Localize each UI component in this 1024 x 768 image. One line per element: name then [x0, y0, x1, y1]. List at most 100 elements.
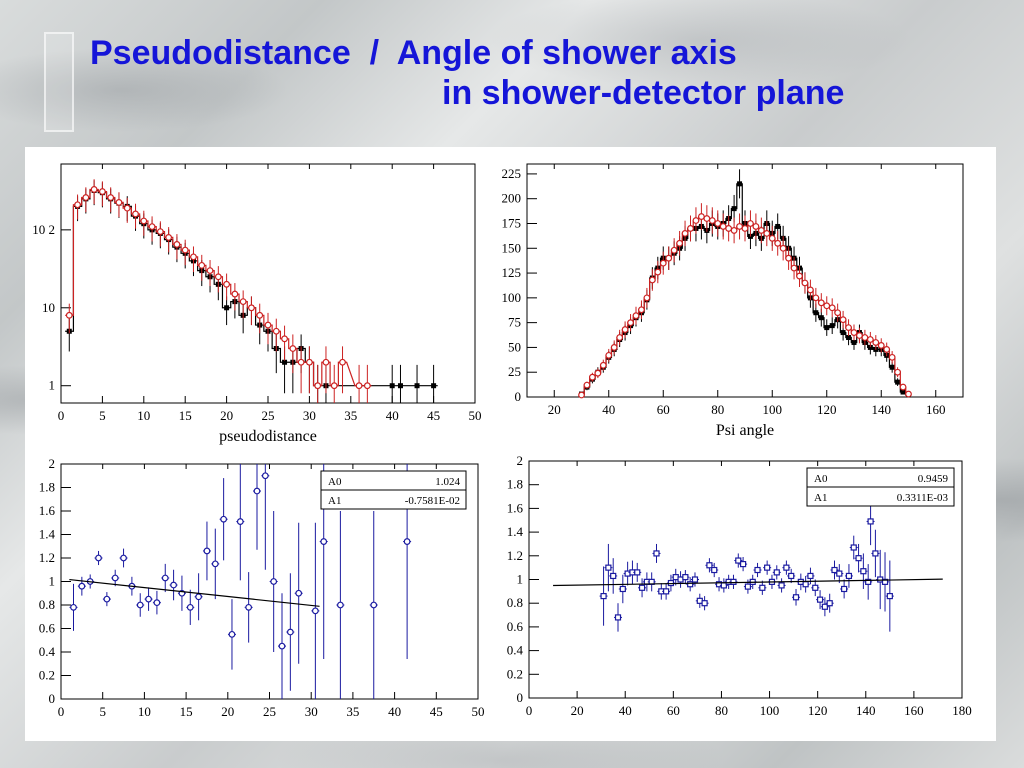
data-point — [248, 304, 255, 312]
figure-panel: 0 5 10 15 20 25 30 35 40 45 50 1 10 10 2 pseudodistanc… — [25, 147, 996, 741]
data-point — [752, 223, 760, 230]
data-point — [817, 299, 825, 307]
data-point — [730, 227, 738, 234]
data-point — [643, 294, 651, 302]
data-point — [103, 595, 111, 603]
data-point — [195, 593, 203, 601]
data-point — [895, 379, 901, 385]
data-point — [867, 518, 874, 525]
y-tick-label: 0.6 — [507, 619, 524, 634]
data-point — [605, 564, 612, 571]
data-point — [653, 550, 660, 557]
data-point — [638, 306, 645, 314]
data-point — [846, 335, 852, 341]
data-point — [231, 290, 239, 298]
x-tick-label: 15 — [180, 704, 193, 719]
data-point — [224, 305, 230, 311]
data-point — [214, 273, 222, 281]
data-point — [725, 225, 733, 232]
data-point — [889, 364, 895, 370]
data-point — [839, 316, 847, 324]
data-point — [578, 391, 585, 399]
data-point — [730, 578, 737, 585]
data-point — [865, 578, 872, 585]
data-point — [663, 588, 670, 595]
x-tick-label: 50 — [472, 704, 485, 719]
data-point — [339, 358, 346, 366]
data-point — [98, 188, 106, 195]
data-point — [256, 311, 264, 319]
y-tick-label: 0.6 — [39, 621, 56, 636]
data-point — [322, 358, 330, 366]
data-point — [140, 217, 148, 225]
y-tick-label: 0.4 — [39, 644, 56, 659]
data-point — [813, 310, 819, 316]
data-point — [774, 239, 782, 247]
data-point — [850, 544, 857, 551]
data-point — [65, 311, 73, 319]
x-tick-label: 120 — [817, 402, 837, 417]
x-tick-label: 140 — [856, 703, 876, 718]
data-point — [153, 599, 161, 607]
data-point — [851, 339, 857, 345]
data-point — [600, 592, 607, 600]
x-tick-label: 140 — [872, 402, 892, 417]
data-point — [314, 382, 322, 390]
data-point — [867, 344, 873, 350]
data-point — [708, 217, 716, 224]
data-point — [236, 518, 244, 525]
data-point — [687, 581, 694, 588]
data-point — [306, 358, 313, 366]
data-point — [120, 554, 127, 562]
data-point — [289, 345, 297, 352]
data-point — [278, 642, 286, 650]
data-point — [829, 323, 835, 329]
data-point — [881, 578, 889, 585]
plot-frame — [526, 163, 964, 398]
x-axis-label: pseudodistance — [219, 428, 317, 445]
fit-stats-a0-value: 1.024 — [435, 476, 460, 488]
data-point — [239, 298, 247, 306]
data-point — [759, 584, 766, 591]
data-point — [190, 253, 197, 261]
x-tick-label: 80 — [715, 703, 728, 718]
data-point — [731, 206, 737, 212]
data-point — [807, 286, 814, 294]
y-tick-label: 10 — [42, 300, 55, 315]
data-point — [619, 585, 626, 593]
fit-line — [69, 578, 320, 607]
data-point — [812, 294, 820, 302]
data-point — [824, 325, 830, 331]
x-tick-label: 20 — [220, 408, 233, 423]
data-point — [747, 220, 754, 227]
data-point — [840, 330, 846, 336]
data-point — [856, 332, 863, 339]
fit-stats-a0-label: A0 — [328, 476, 342, 488]
data-point — [78, 582, 86, 590]
data-point — [883, 346, 891, 353]
x-tick-label: 40 — [386, 408, 399, 423]
y-tick-label: 0 — [517, 690, 524, 705]
data-point — [253, 487, 261, 495]
x-tick-label: 40 — [602, 402, 615, 417]
y-tick-label: 25 — [508, 364, 521, 379]
data-point — [899, 383, 907, 391]
data-point — [403, 538, 411, 545]
data-point — [123, 204, 131, 212]
fit-stats-a1-value: 0.3311E-03 — [897, 492, 949, 504]
data-point — [621, 326, 629, 333]
data-point — [735, 557, 742, 564]
x-tick-label: 35 — [346, 704, 359, 719]
fit-stats-a1-value: -0.7581E-02 — [405, 495, 460, 507]
y-tick-label: 125 — [502, 265, 522, 280]
x-tick-label: 45 — [427, 408, 440, 423]
fit-line — [553, 578, 943, 587]
data-point — [741, 225, 749, 232]
data-point — [111, 574, 119, 582]
data-point — [778, 582, 785, 589]
data-point — [872, 550, 879, 557]
y-tick-label: 1.8 — [39, 480, 55, 495]
data-point — [783, 564, 790, 571]
data-point — [583, 381, 591, 389]
